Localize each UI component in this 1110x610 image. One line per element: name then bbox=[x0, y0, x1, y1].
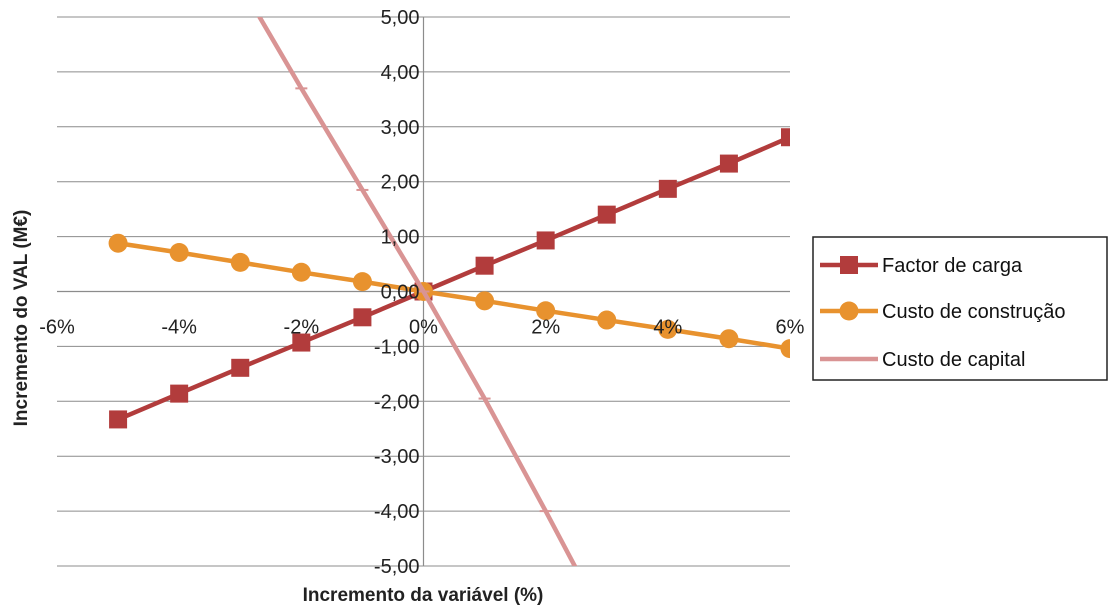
y-tick-label: 2,00 bbox=[381, 172, 420, 194]
series-line bbox=[117, 135, 790, 422]
legend-label: Custo de capital bbox=[882, 349, 1025, 371]
legend-item: Factor de carga bbox=[820, 255, 1023, 277]
legend-items: Factor de carga Custo de construção Custo … bbox=[820, 255, 1065, 371]
data-point bbox=[781, 128, 790, 147]
x-tick-label: -2% bbox=[284, 317, 320, 339]
x-tick-label: 2% bbox=[531, 317, 560, 339]
data-point bbox=[536, 231, 555, 250]
data-point bbox=[292, 333, 311, 352]
data-point bbox=[169, 243, 189, 263]
data-point bbox=[353, 308, 372, 327]
data-point bbox=[719, 154, 738, 173]
y-tick-label: -3,00 bbox=[374, 446, 420, 468]
series-0 bbox=[109, 128, 790, 429]
data-point bbox=[536, 301, 556, 321]
x-tick-label: -4% bbox=[161, 317, 197, 339]
x-tick-label: 4% bbox=[653, 317, 682, 339]
data-point bbox=[109, 410, 128, 429]
legend-label: Factor de carga bbox=[882, 255, 1023, 277]
series-2 bbox=[256, 17, 578, 566]
legend-swatch-marker bbox=[839, 301, 859, 321]
data-point bbox=[230, 252, 250, 272]
y-tick-label: -4,00 bbox=[374, 501, 420, 523]
data-point bbox=[475, 256, 494, 275]
data-point bbox=[170, 384, 189, 403]
data-point bbox=[658, 319, 678, 339]
data-point bbox=[231, 358, 250, 377]
y-tick-label: 0,00 bbox=[381, 282, 420, 304]
x-tick-label: 6% bbox=[776, 317, 805, 339]
y-tick-label: -1,00 bbox=[374, 336, 420, 358]
data-point bbox=[780, 339, 790, 359]
legend-swatch-marker bbox=[840, 256, 858, 274]
legend: Factor de carga Custo de construção Custo … bbox=[812, 236, 1108, 381]
tick-labels: 5,00 4,00 3,00 2,00 1,00 0,00 -1,00 -2,00 -3,00 -… bbox=[39, 7, 804, 578]
x-tick-label: -6% bbox=[39, 317, 75, 339]
data-point bbox=[597, 310, 617, 330]
data-point bbox=[597, 205, 616, 224]
data-point bbox=[108, 233, 128, 253]
data-point bbox=[352, 272, 372, 292]
data-point bbox=[719, 329, 739, 349]
legend-label: Custo de construção bbox=[882, 301, 1065, 323]
y-tick-label: 1,00 bbox=[381, 227, 420, 249]
y-tick-label: 3,00 bbox=[381, 117, 420, 139]
x-tick-label: 0% bbox=[409, 317, 438, 339]
data-point bbox=[475, 291, 495, 311]
series-line bbox=[117, 240, 790, 351]
y-tick-label: 4,00 bbox=[381, 62, 420, 84]
y-tick-label: -2,00 bbox=[374, 391, 420, 413]
legend-box bbox=[812, 236, 1108, 381]
x-axis-title: Incremento da variável (%) bbox=[303, 585, 544, 606]
y-tick-label: 5,00 bbox=[381, 7, 420, 29]
legend-item: Custo de construção bbox=[820, 301, 1065, 323]
data-point bbox=[291, 262, 311, 282]
series-layer bbox=[108, 17, 790, 566]
y-tick-label: -5,00 bbox=[374, 556, 420, 578]
legend-item: Custo de capital bbox=[820, 349, 1025, 371]
y-axis-title: Incremento do VAL (M€) bbox=[11, 210, 32, 427]
data-point bbox=[658, 179, 677, 198]
series-1 bbox=[108, 233, 790, 359]
